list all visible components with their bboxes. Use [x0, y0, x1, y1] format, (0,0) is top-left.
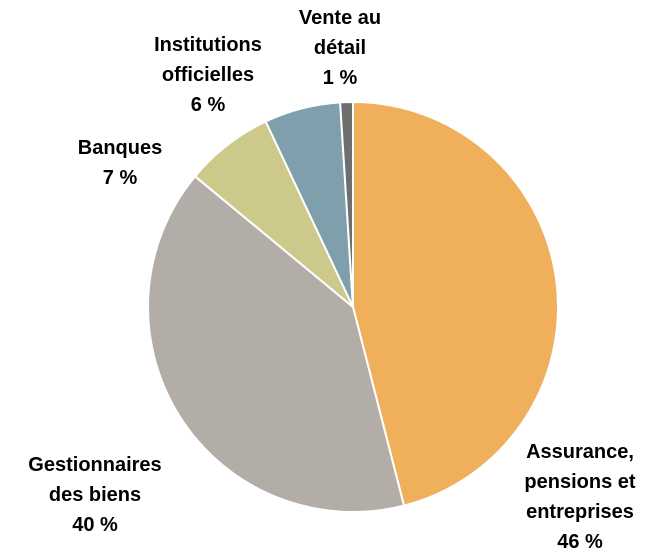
slice-label: Banques 7 % — [60, 133, 180, 193]
category-name: Institutions officielles — [154, 34, 262, 86]
value-label: 46 % — [557, 531, 603, 553]
category-name: Gestionnaires des biens — [28, 454, 162, 506]
slice-label: Institutions officielles 6 % — [133, 30, 283, 120]
pie-slice — [352, 100, 559, 507]
value-label: 6 % — [190, 94, 226, 116]
category-name: Vente au détail — [298, 7, 382, 59]
slice-label: Vente au détail 1 % — [288, 3, 393, 93]
slice-label: Gestionnaires des biens 40 % — [15, 450, 175, 540]
value-label: 7 % — [102, 167, 138, 189]
category-name: Assurance, pensions et entreprises — [524, 441, 636, 523]
pie-slice — [339, 100, 354, 308]
slice-label: Assurance, pensions et entreprises 46 % — [510, 437, 650, 554]
pie-slice — [147, 174, 406, 513]
category-name: Banques — [77, 137, 163, 159]
value-label: 40 % — [72, 514, 118, 536]
value-label: 1 % — [322, 67, 358, 89]
